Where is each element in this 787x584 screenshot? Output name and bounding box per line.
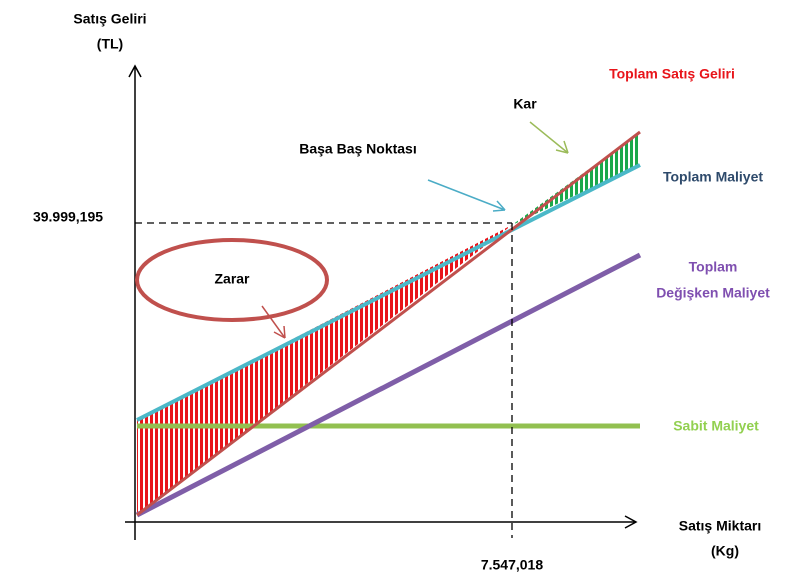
x-axis-label: Satış Miktarı — [679, 518, 761, 534]
break-even-revenue: 39.999,195 — [33, 209, 103, 225]
total-cost-label: Toplam Maliyet — [663, 169, 763, 185]
y-axis-unit: (TL) — [97, 36, 123, 52]
total-revenue-label: Toplam Satış Geliri — [609, 66, 735, 82]
loss-ellipse — [135, 238, 329, 322]
fixed-cost-label: Sabit Maliyet — [673, 418, 759, 434]
total-cost-line — [136, 163, 641, 422]
y-axis-label: Satış Geliri — [73, 11, 146, 27]
loss-arrow — [261, 305, 286, 339]
loss-label: Zarar — [214, 271, 250, 287]
loss-arrow-head — [273, 325, 286, 339]
variable-cost-label: Toplam — [689, 259, 738, 275]
profit-arrow — [529, 121, 569, 154]
variable-cost-line — [135, 252, 642, 518]
break-even-label: Başa Baş Noktası — [299, 141, 417, 157]
x-axis-unit: (Kg) — [711, 543, 739, 559]
variable-cost-label: Değişken Maliyet — [656, 285, 770, 301]
profit-label: Kar — [513, 96, 537, 112]
break-even-quantity: 7.547,018 — [481, 557, 543, 573]
total-revenue-line — [136, 130, 641, 517]
break-even-arrow-head — [492, 200, 506, 212]
profit-arrow-head — [555, 140, 569, 154]
break-even-arrow — [427, 179, 506, 211]
